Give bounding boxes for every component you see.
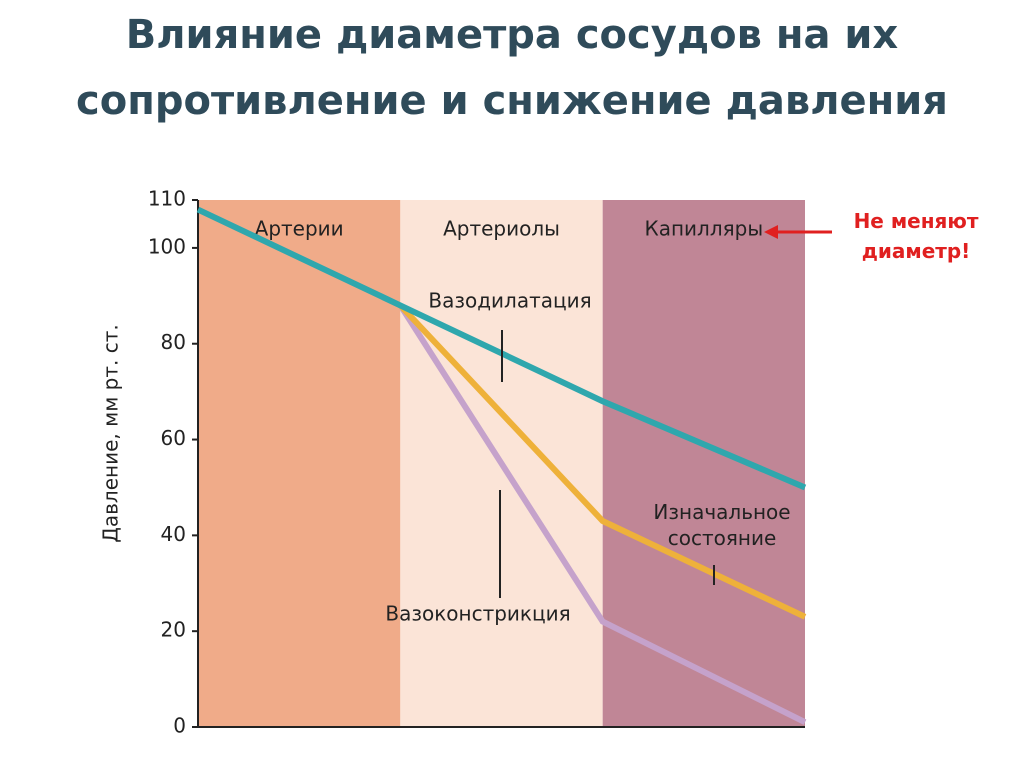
region-label: Артериолы: [443, 217, 560, 241]
annotation-line: диаметр!: [862, 239, 971, 263]
y-tick-label: 40: [161, 522, 186, 546]
region: [602, 200, 805, 727]
y-tick-label: 60: [161, 426, 186, 450]
chart-title: Влияние диаметра сосудов на их сопротивл…: [76, 12, 948, 124]
y-tick-label: 0: [173, 714, 186, 738]
region-label: Артерии: [255, 217, 344, 241]
y-tick-label: 80: [161, 330, 186, 354]
series-label: Вазодилатация: [428, 289, 591, 313]
series-label-line: состояние: [668, 526, 777, 550]
y-tick-label: 100: [148, 234, 186, 258]
y-tick-label: 110: [148, 187, 186, 211]
series-label-line: Изначальное: [653, 500, 790, 524]
line: [397, 303, 807, 725]
region: [198, 200, 401, 727]
y-tick-label: 20: [161, 618, 186, 642]
annotation: Не меняют диаметр!: [854, 209, 979, 263]
series-label: Изначальное состояние: [653, 500, 790, 550]
y-axis-label: Давление, мм рт. ст.: [99, 324, 123, 542]
region-label: Капилляры: [645, 217, 764, 241]
arrow-head: [764, 225, 778, 239]
annotation-line: Не меняют: [854, 209, 979, 233]
series-label: Вазоконстрикция: [385, 602, 570, 626]
line: [398, 303, 807, 620]
